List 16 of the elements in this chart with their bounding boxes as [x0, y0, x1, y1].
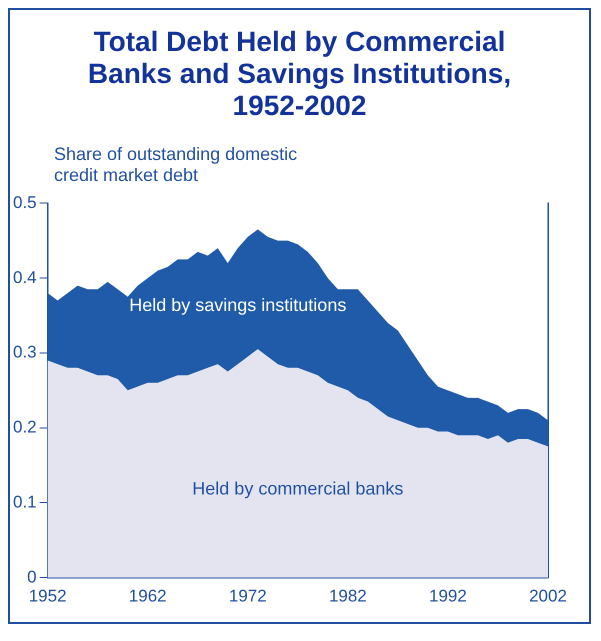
y-tick-label: 0	[27, 567, 37, 586]
x-tick-label: 1992	[429, 586, 467, 606]
x-tick-label: 1972	[228, 586, 267, 606]
x-tick-label: 1962	[128, 586, 167, 606]
y-tick-label: 0.4	[12, 268, 37, 287]
x-tick-label: 1982	[328, 586, 367, 606]
y-tick-label: 0.3	[12, 342, 37, 362]
series-label: Held by savings institutions	[129, 295, 346, 316]
y-tick-label: 0.2	[12, 418, 37, 437]
y-tick-label: 0.5	[12, 192, 37, 212]
series-label: Held by commercial banks	[192, 478, 404, 499]
x-tick-label: 1952	[28, 586, 67, 606]
x-tick-label: 2002	[529, 586, 567, 606]
chart-title: Total Debt Held by Commercial Banks and Savings Institutions, 1952-2002	[86, 26, 512, 122]
y-axis-title: Share of outstanding domestic credit market debt	[54, 144, 298, 186]
y-tick-label: 0.1	[12, 492, 37, 512]
